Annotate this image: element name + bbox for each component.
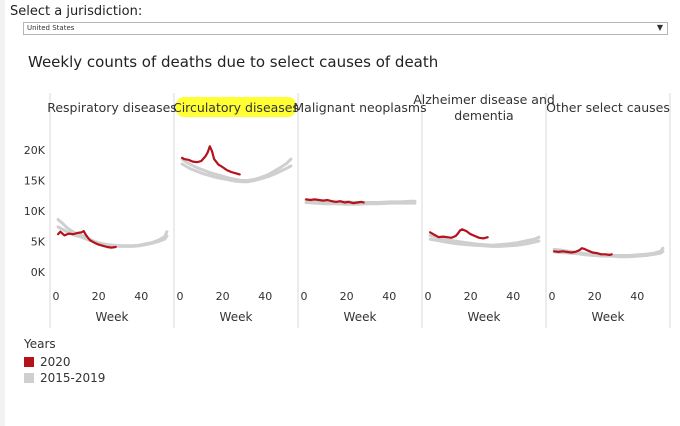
small-multiples-chart: 0K 5K 10K 15K 20K Respiratory diseases 0 20 40 We… [24, 92, 671, 328]
x-axis-label: Week [96, 310, 129, 324]
x-axis-label: Week [468, 310, 501, 324]
jurisdiction-selected-value: United States [27, 24, 75, 32]
series-line-2020 [552, 247, 613, 256]
x-tick-label: 0 [53, 290, 60, 303]
panel-title: Other select causes [546, 100, 670, 115]
legend-item-2020[interactable]: 2020 [24, 354, 105, 370]
series-line-2015-2019 [428, 237, 541, 248]
x-tick-label: 20 [92, 290, 106, 303]
series-line-2020 [305, 198, 365, 205]
panel-title: Respiratory diseases [47, 100, 177, 115]
x-tick-label: 20 [216, 290, 230, 303]
x-tick-label: 20 [588, 290, 602, 303]
panel-title: dementia [454, 108, 513, 123]
series-line-2020 [56, 230, 117, 249]
legend-swatch-2015-2019 [24, 373, 34, 383]
legend-swatch-2020 [24, 357, 34, 367]
series-line-2015-2019 [56, 225, 169, 248]
x-tick-label: 20 [340, 290, 354, 303]
left-edge-strip [0, 0, 5, 426]
panel-title: Circulatory diseases [173, 100, 299, 115]
x-tick-label: 40 [382, 290, 396, 303]
x-axis-label: Week [592, 310, 625, 324]
x-tick-label: 0 [549, 290, 556, 303]
y-tick-label: 5K [31, 236, 46, 249]
series-line-2015-2019 [180, 157, 293, 182]
series-line-2020 [181, 145, 241, 176]
y-tick-label: 0K [31, 266, 46, 279]
legend-item-2015-2019[interactable]: 2015-2019 [24, 370, 105, 386]
legend: Years 2020 2015-2019 [24, 337, 105, 386]
series-line-2020 [429, 228, 489, 240]
series-line-2015-2019 [180, 162, 293, 184]
legend-label-2015-2019: 2015-2019 [40, 371, 106, 385]
x-axis-label: Week [220, 310, 253, 324]
chart-title: Weekly counts of deaths due to select ca… [28, 53, 439, 71]
series-line-2015-2019 [304, 201, 417, 206]
jurisdiction-select[interactable]: United States ▼ [23, 22, 668, 35]
x-axis-label: Week [344, 310, 377, 324]
x-tick-label: 20 [464, 290, 478, 303]
title-highlight [176, 97, 296, 117]
series-line-2015-2019 [56, 218, 169, 248]
jurisdiction-label: Select a jurisdiction: [10, 4, 143, 19]
legend-title: Years [24, 337, 56, 351]
y-tick-label: 20K [24, 144, 46, 157]
x-tick-label: 40 [258, 290, 272, 303]
dropdown-arrow-icon[interactable]: ▼ [656, 23, 663, 32]
x-tick-label: 0 [177, 290, 184, 303]
x-tick-label: 0 [425, 290, 432, 303]
x-tick-label: 40 [630, 290, 644, 303]
y-tick-label: 15K [24, 175, 46, 188]
x-tick-label: 40 [506, 290, 520, 303]
panel-title: Alzheimer disease and [413, 92, 555, 107]
y-tick-label: 10K [24, 205, 46, 218]
x-tick-label: 40 [134, 290, 148, 303]
x-tick-label: 0 [301, 290, 308, 303]
legend-label-2020: 2020 [40, 355, 71, 369]
panel-title: Malignant neoplasms [293, 100, 426, 115]
